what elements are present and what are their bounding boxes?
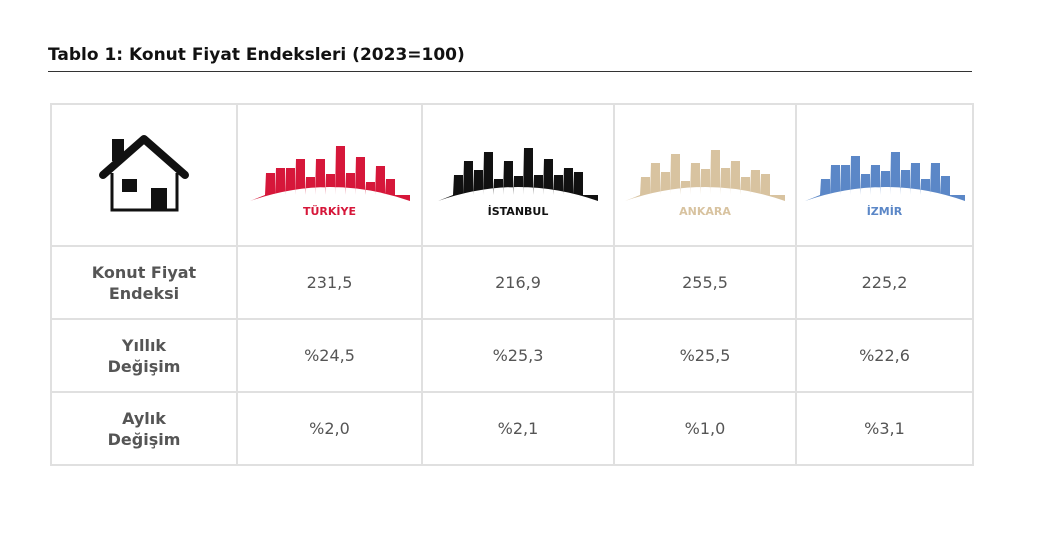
header-row: TÜRKİYE İSTANBUL ANKARA İZMİR (50, 103, 974, 247)
city-header: İSTANBUL (421, 103, 615, 247)
value-cell: %2,1 (421, 391, 615, 466)
value: 231,5 (306, 273, 353, 292)
city-label: İZMİR (866, 204, 903, 218)
city-label: TÜRKİYE (302, 204, 356, 218)
value: %22,6 (859, 346, 910, 365)
value: %25,3 (492, 346, 544, 365)
value-cell: 255,5 (613, 245, 797, 320)
value: %1,0 (684, 419, 726, 438)
value-cell: %2,0 (236, 391, 423, 466)
value-cell: %24,5 (236, 318, 423, 393)
value: %3,1 (864, 419, 905, 438)
house-icon-cell (50, 103, 238, 247)
value-cell: 216,9 (421, 245, 615, 320)
city-header: İZMİR (795, 103, 974, 247)
city-label: ANKARA (679, 204, 731, 218)
row-label-cell: Aylık Değişim (50, 391, 238, 466)
house-icon (99, 135, 189, 212)
value-cell: %25,3 (421, 318, 615, 393)
city-header: ANKARA (613, 103, 797, 247)
value-cell: %3,1 (795, 391, 974, 466)
value: %24,5 (304, 346, 355, 365)
row-label-cell: Yıllık Değişim (50, 318, 238, 393)
value: 216,9 (495, 273, 541, 292)
value: 255,5 (682, 273, 728, 292)
row-label-cell: Konut Fiyat Endeksi (50, 245, 238, 320)
skyline (249, 145, 410, 201)
skyline (804, 151, 965, 201)
row-label: Konut Fiyat Endeksi (91, 262, 197, 303)
value-cell: %25,5 (613, 318, 797, 393)
price-index-table: TÜRKİYE İSTANBUL ANKARA İZMİR Konut Fiyat E… (50, 103, 974, 466)
value: %25,5 (679, 346, 731, 365)
skyline (625, 149, 785, 201)
city-label: İSTANBUL (487, 204, 549, 218)
value-cell: 231,5 (236, 245, 423, 320)
data-row: Konut Fiyat Endeksi 231,5 216,9 255,5 225,2 (50, 245, 974, 320)
data-row: Aylık Değişim %2,0 %2,1 %1,0 %3,1 (50, 391, 974, 466)
value: %2,0 (309, 419, 350, 438)
city-header: TÜRKİYE (236, 103, 423, 247)
data-row: Yıllık Değişim %24,5 %25,3 %25,5 %22,6 (50, 318, 974, 393)
value: %2,1 (497, 419, 539, 438)
skyline (438, 147, 598, 201)
value: 225,2 (861, 273, 908, 292)
value-cell: 225,2 (795, 245, 974, 320)
value-cell: %22,6 (795, 318, 974, 393)
row-label: Aylık Değişim (107, 408, 181, 449)
value-cell: %1,0 (613, 391, 797, 466)
row-label: Yıllık Değişim (107, 335, 181, 376)
table-title: Tablo 1: Konut Fiyat Endeksleri (2023=10… (48, 45, 972, 72)
